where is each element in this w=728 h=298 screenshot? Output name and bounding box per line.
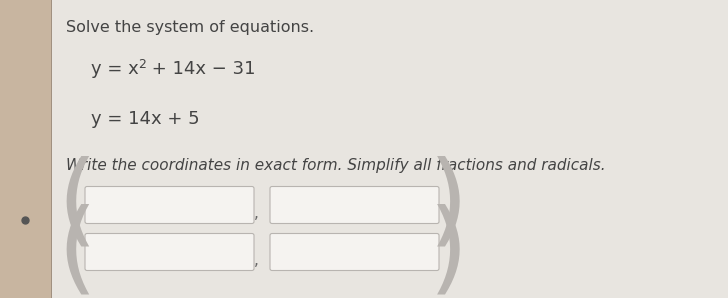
Bar <box>51 0 52 298</box>
Text: ): ) <box>430 203 469 298</box>
Text: y = x: y = x <box>90 60 138 78</box>
Text: 2: 2 <box>138 58 146 71</box>
Text: + 14x − 31: + 14x − 31 <box>146 60 255 78</box>
Text: Write the coordinates in exact form. Simplify all fractions and radicals.: Write the coordinates in exact form. Sim… <box>66 158 605 173</box>
FancyBboxPatch shape <box>270 234 439 271</box>
FancyBboxPatch shape <box>85 234 254 271</box>
Text: (: ( <box>58 156 97 254</box>
FancyBboxPatch shape <box>270 187 439 224</box>
Text: ,: , <box>254 253 259 268</box>
Bar <box>0 0 51 298</box>
Text: Solve the system of equations.: Solve the system of equations. <box>66 20 314 35</box>
Text: (: ( <box>58 203 97 298</box>
Text: ,: , <box>254 206 259 221</box>
Text: y = 14x + 5: y = 14x + 5 <box>90 110 199 128</box>
Text: ): ) <box>430 156 469 254</box>
FancyBboxPatch shape <box>85 187 254 224</box>
